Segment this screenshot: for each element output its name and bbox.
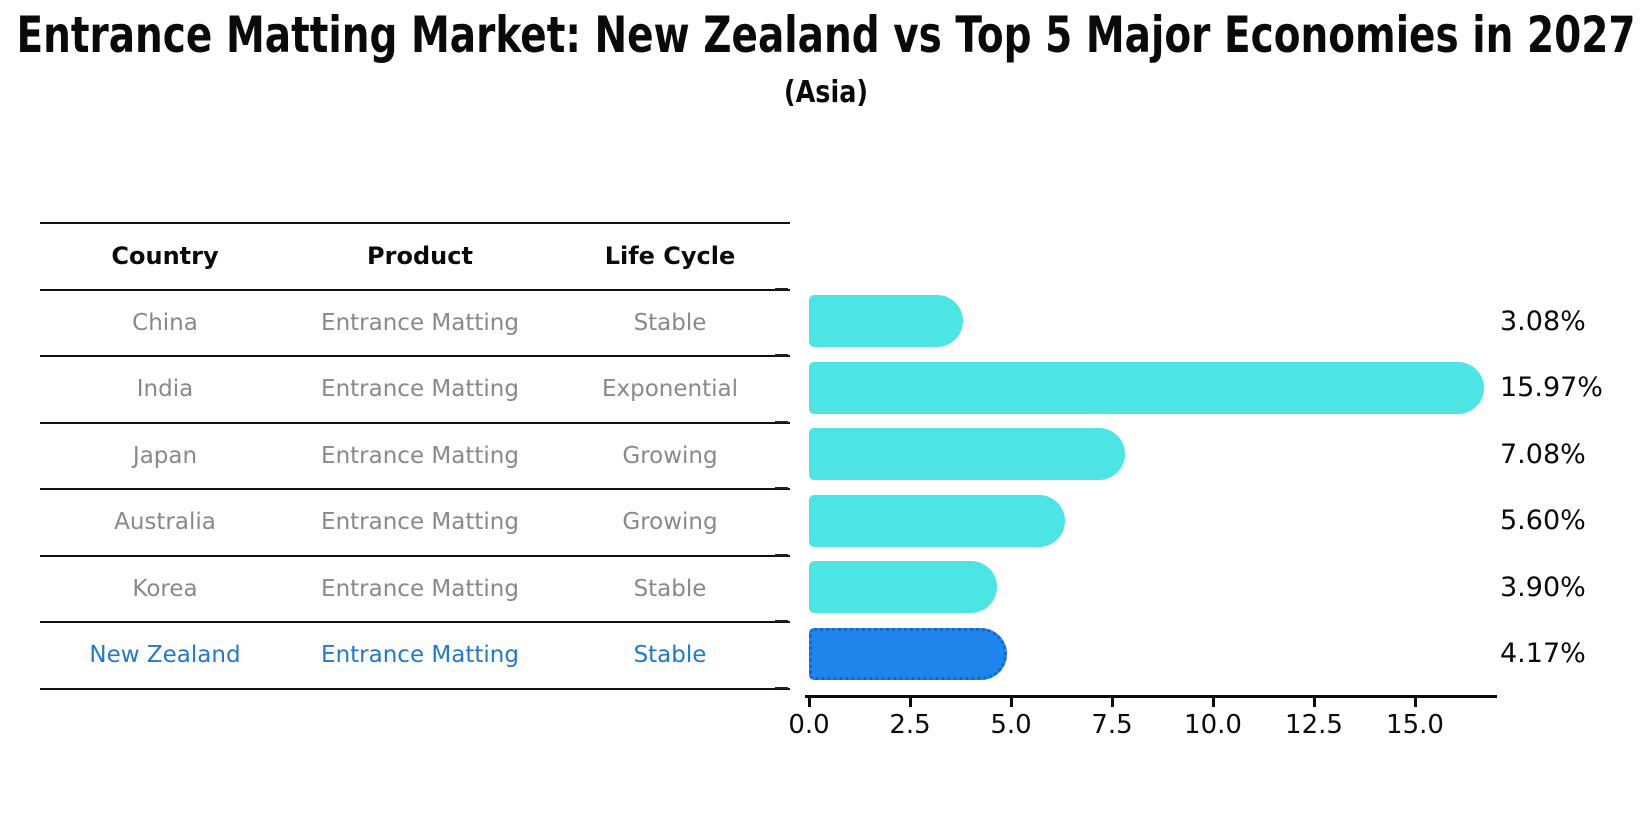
cell-product: Entrance Matting: [321, 575, 519, 602]
bar-india: [809, 361, 1485, 414]
value-label: 3.08%: [1500, 305, 1586, 337]
cell-country: New Zealand: [89, 642, 241, 669]
y-axis-tick: [775, 686, 788, 689]
cell-country: Korea: [132, 575, 198, 602]
bar-australia: [809, 494, 1066, 547]
x-axis-tick-label: 10.0: [1184, 710, 1242, 740]
bar-japan: [809, 428, 1126, 480]
x-axis-tick: [808, 698, 811, 707]
x-axis-tick-label: 0.0: [788, 710, 830, 740]
value-label: 7.08%: [1500, 438, 1586, 470]
x-axis-tick: [1111, 698, 1114, 707]
cell-life-cycle: Stable: [633, 309, 707, 336]
cell-product: Entrance Matting: [321, 376, 519, 403]
y-axis-tick: [775, 620, 788, 622]
value-label: 4.17%: [1500, 638, 1586, 670]
y-axis-tick: [775, 487, 788, 489]
table-row: Australia Entrance Matting Growing: [40, 490, 790, 557]
cell-product: Entrance Matting: [321, 642, 519, 669]
x-axis-tick-label: 15.0: [1386, 710, 1444, 740]
cell-life-cycle: Growing: [622, 442, 718, 469]
x-axis-tick: [1313, 698, 1316, 707]
chart-subtitle: (Asia): [783, 75, 869, 110]
cell-country: Australia: [114, 509, 216, 536]
column-header-product: Product: [367, 242, 473, 271]
table-row: China Entrance Matting Stable: [40, 291, 790, 357]
x-axis-tick-label: 2.5: [889, 710, 931, 740]
table-row: Korea Entrance Matting Stable: [40, 557, 790, 623]
bar-korea: [809, 561, 997, 613]
y-axis-tick: [775, 420, 788, 423]
y-axis-tick: [775, 553, 788, 556]
column-header-country: Country: [111, 242, 219, 271]
cell-product: Entrance Matting: [321, 309, 519, 336]
table-header-row: Country Product Life Cycle: [40, 224, 790, 291]
cell-product: Entrance Matting: [321, 442, 519, 469]
y-axis-tick: [775, 287, 788, 290]
cell-country: China: [132, 309, 198, 336]
x-axis-tick-label: 5.0: [990, 710, 1032, 740]
value-label: 5.60%: [1500, 505, 1586, 537]
cell-country: India: [136, 376, 194, 403]
y-axis-tick: [775, 354, 788, 356]
x-axis-line: [805, 695, 1497, 698]
chart-title: Entrance Matting Market: New Zealand vs …: [16, 6, 1636, 64]
table-row: Japan Entrance Matting Growing: [40, 424, 790, 490]
cell-life-cycle: Growing: [622, 509, 718, 536]
x-axis-tick: [1414, 698, 1417, 707]
table-row: New Zealand Entrance Matting Stable: [40, 623, 790, 690]
bar-new-zealand: [809, 627, 1008, 680]
cell-country: Japan: [132, 442, 198, 469]
cell-life-cycle: Stable: [633, 575, 707, 602]
value-label: 15.97%: [1500, 372, 1603, 404]
x-axis-tick: [909, 698, 912, 707]
cell-product: Entrance Matting: [321, 509, 519, 536]
comparison-table: Country Product Life Cycle China Entrance…: [40, 222, 790, 690]
value-label: 3.90%: [1500, 571, 1586, 603]
x-axis-tick: [1212, 698, 1215, 707]
x-axis-tick-label: 7.5: [1091, 710, 1133, 740]
column-header-life-cycle: Life Cycle: [604, 242, 736, 271]
cell-life-cycle: Exponential: [601, 376, 738, 403]
x-axis-tick: [1010, 698, 1013, 707]
cell-life-cycle: Stable: [633, 642, 707, 669]
table-row: India Entrance Matting Exponential: [40, 357, 790, 424]
x-axis-tick-label: 12.5: [1285, 710, 1343, 740]
bar-china: [809, 295, 964, 347]
